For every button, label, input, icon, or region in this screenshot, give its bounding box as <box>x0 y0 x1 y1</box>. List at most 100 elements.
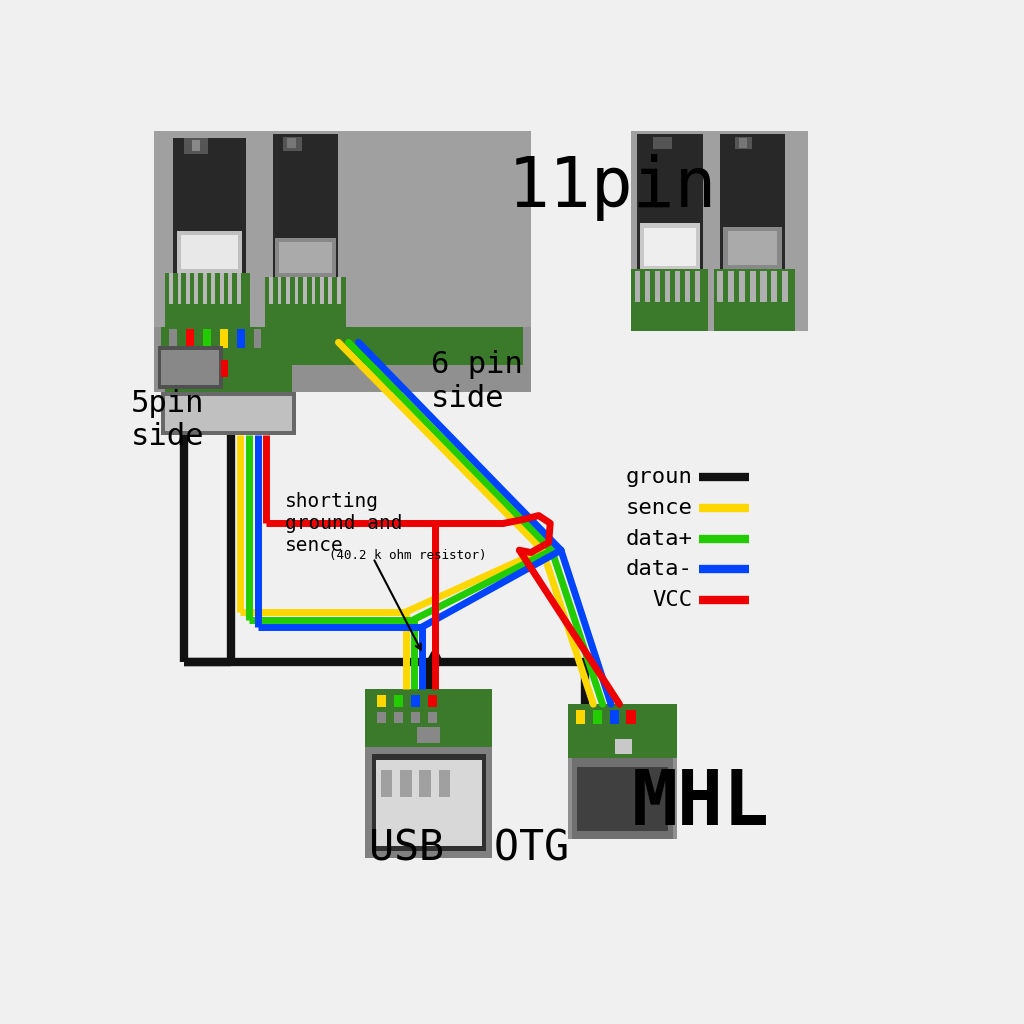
Bar <box>366 689 493 746</box>
Bar <box>211 360 217 377</box>
Bar <box>652 137 672 150</box>
Bar <box>739 271 745 302</box>
Bar <box>168 360 174 377</box>
Bar <box>220 330 227 348</box>
Bar <box>377 712 386 724</box>
Bar <box>286 276 290 304</box>
Text: shorting
ground and
sence: shorting ground and sence <box>285 493 402 555</box>
Bar <box>265 276 346 327</box>
Bar <box>376 760 481 846</box>
Bar <box>637 134 702 269</box>
Bar <box>568 705 677 839</box>
Bar <box>319 276 324 304</box>
Bar <box>695 271 700 302</box>
Bar <box>173 138 246 273</box>
Bar <box>575 711 585 724</box>
Bar <box>411 712 420 724</box>
Bar <box>438 770 451 797</box>
Text: data-: data- <box>626 559 692 580</box>
Bar <box>728 230 776 265</box>
Bar <box>631 131 808 331</box>
Bar <box>169 273 173 304</box>
Bar <box>627 711 636 724</box>
Bar <box>303 276 307 304</box>
Bar <box>761 271 767 302</box>
Text: VCC: VCC <box>652 590 692 610</box>
Bar <box>771 271 777 302</box>
Bar <box>162 350 219 385</box>
Bar <box>635 271 640 302</box>
Bar <box>275 239 336 276</box>
Text: 6 pin
side: 6 pin side <box>431 350 522 413</box>
Bar <box>278 276 282 304</box>
Bar <box>162 392 296 435</box>
Bar <box>228 273 232 304</box>
Bar <box>571 758 674 839</box>
Bar <box>211 273 215 304</box>
Bar <box>165 357 292 392</box>
Bar <box>200 360 206 377</box>
Bar <box>311 276 315 304</box>
Bar <box>614 739 632 755</box>
Bar <box>735 137 752 150</box>
Bar <box>220 273 223 304</box>
Bar <box>178 360 184 377</box>
Bar <box>609 711 618 724</box>
Bar <box>203 330 211 348</box>
Bar <box>165 396 292 431</box>
Bar <box>728 271 734 302</box>
Bar <box>184 138 208 154</box>
Bar <box>685 271 690 302</box>
Bar <box>568 705 677 758</box>
Bar <box>273 134 339 276</box>
Bar <box>269 276 273 304</box>
Bar <box>180 234 239 269</box>
Bar <box>295 276 298 304</box>
Bar <box>193 140 200 152</box>
Bar <box>287 138 296 148</box>
Text: 5pin
side: 5pin side <box>131 388 204 452</box>
Bar <box>366 746 493 858</box>
Bar <box>329 276 333 304</box>
Bar <box>428 712 437 724</box>
Bar <box>221 360 227 377</box>
Bar <box>645 271 650 302</box>
Bar <box>411 695 420 707</box>
Bar <box>162 354 296 435</box>
Text: data+: data+ <box>626 528 692 549</box>
Bar <box>254 330 261 348</box>
Bar <box>154 131 531 392</box>
Bar <box>750 271 756 302</box>
Bar <box>739 138 746 147</box>
Bar <box>782 271 788 302</box>
Bar <box>417 727 440 742</box>
Bar <box>169 330 177 348</box>
Bar <box>720 134 785 269</box>
Bar <box>593 711 602 724</box>
Bar <box>631 269 708 331</box>
Bar <box>154 327 531 392</box>
Bar <box>644 227 695 266</box>
Bar <box>400 770 412 797</box>
Bar <box>578 767 668 831</box>
Bar <box>665 271 671 302</box>
Bar <box>337 276 341 304</box>
Bar <box>189 360 196 377</box>
Text: USB  OTG: USB OTG <box>370 827 569 869</box>
Bar <box>655 271 660 302</box>
Bar <box>377 695 386 707</box>
Bar <box>162 327 523 366</box>
Bar <box>237 330 245 348</box>
Bar <box>177 230 243 273</box>
Bar <box>177 273 181 304</box>
Bar <box>640 223 699 269</box>
Bar <box>186 273 189 304</box>
Bar <box>394 695 403 707</box>
Bar <box>428 695 437 707</box>
Bar <box>158 346 223 388</box>
Bar <box>419 770 431 797</box>
Bar <box>283 137 302 151</box>
Bar <box>237 273 241 304</box>
Bar <box>195 273 199 304</box>
Bar <box>723 227 782 269</box>
